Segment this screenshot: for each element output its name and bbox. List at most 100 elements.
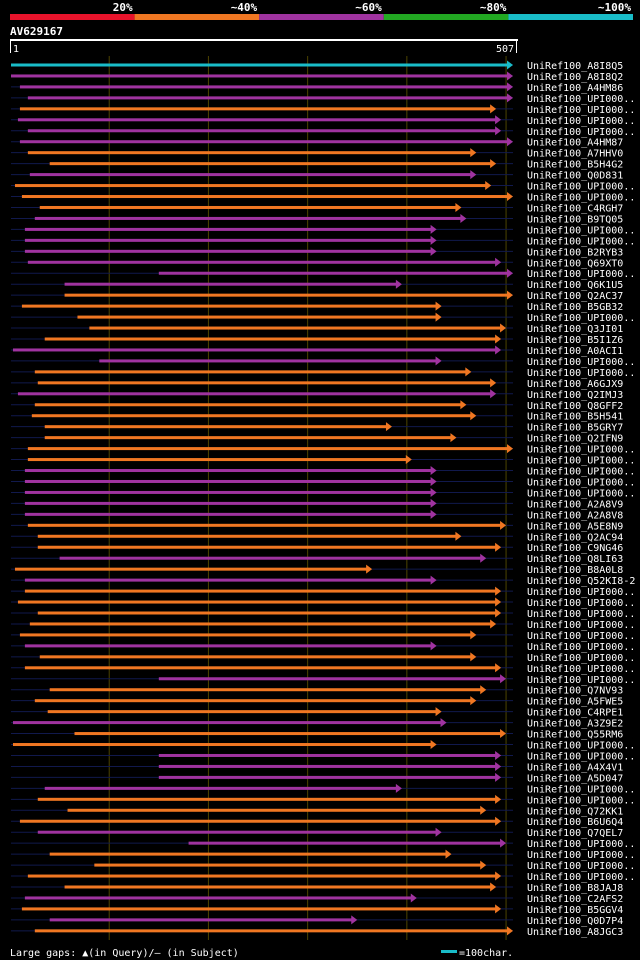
hit-label[interactable]: UniRef100_A2A8V8	[527, 510, 623, 521]
hit-label[interactable]: UniRef100_Q52KI8-2	[527, 576, 635, 587]
hit-row[interactable]: UniRef100_B5H4G2	[11, 159, 623, 171]
hit-label[interactable]: UniRef100_B5H541	[527, 412, 623, 423]
hit-row[interactable]: UniRef100_UPI000..	[11, 104, 635, 116]
hit-row[interactable]: UniRef100_Q3JI01	[11, 323, 623, 336]
hit-label[interactable]: UniRef100_Q0D831	[527, 171, 623, 182]
hit-label[interactable]: UniRef100_B2RYB3	[527, 247, 623, 258]
hit-row[interactable]: UniRef100_A4HM87	[11, 137, 623, 149]
hit-label[interactable]: UniRef100_A8I8Q2	[527, 72, 623, 83]
hit-row[interactable]: UniRef100_Q7NV93	[11, 685, 623, 697]
hit-label[interactable]: UniRef100_UPI000..	[527, 488, 635, 499]
hit-label[interactable]: UniRef100_Q7NV93	[527, 686, 623, 697]
hit-row[interactable]: UniRef100_A6GJX9	[11, 378, 623, 390]
hit-label[interactable]: UniRef100_A6GJX9	[527, 379, 623, 390]
hit-row[interactable]: UniRef100_Q2IFN9	[11, 433, 623, 445]
hit-label[interactable]: UniRef100_C9NG46	[527, 543, 623, 554]
hit-label[interactable]: UniRef100_Q8GFF2	[527, 401, 623, 412]
hit-label[interactable]: UniRef100_UPI000..	[527, 94, 635, 105]
hit-row[interactable]: UniRef100_Q2AC94	[11, 531, 623, 544]
hit-label[interactable]: UniRef100_B5GRY7	[527, 423, 623, 434]
hit-label[interactable]: UniRef100_B8JAJ8	[527, 883, 623, 894]
hit-row[interactable]: UniRef100_C2AFS2	[11, 893, 623, 905]
hit-row[interactable]: UniRef100_UPI000..	[11, 181, 635, 193]
hit-label[interactable]: UniRef100_UPI000..	[527, 675, 635, 686]
hit-row[interactable]: UniRef100_UPI000..	[11, 444, 635, 456]
hit-row[interactable]: UniRef100_A7HHV0	[11, 148, 623, 160]
hit-label[interactable]: UniRef100_UPI000..	[527, 445, 635, 456]
hit-row[interactable]: UniRef100_C9NG46	[11, 542, 623, 555]
hit-row[interactable]: UniRef100_B2RYB3	[11, 246, 623, 259]
hit-label[interactable]: UniRef100_Q55RM6	[527, 730, 623, 741]
hit-label[interactable]: UniRef100_Q72KK1	[527, 806, 623, 817]
hit-row[interactable]: UniRef100_UPI000..	[11, 597, 635, 610]
hit-row[interactable]: UniRef100_UPI000..	[11, 860, 635, 873]
hit-label[interactable]: UniRef100_Q6K1U5	[527, 280, 623, 291]
hit-row[interactable]: UniRef100_UPI000..	[11, 268, 635, 281]
hit-label[interactable]: UniRef100_UPI000..	[527, 236, 635, 247]
hit-row[interactable]: UniRef100_UPI000..	[11, 455, 635, 467]
hit-row[interactable]: UniRef100_UPI000..	[11, 663, 635, 675]
hit-row[interactable]: UniRef100_UPI000..	[11, 466, 635, 478]
hit-row[interactable]: UniRef100_A8I8Q2	[11, 71, 623, 83]
hit-row[interactable]: UniRef100_UPI000..	[11, 871, 635, 884]
hit-row[interactable]: UniRef100_B5GB32	[11, 301, 623, 314]
hit-label[interactable]: UniRef100_Q2AC37	[527, 291, 623, 302]
hit-label[interactable]: UniRef100_UPI000..	[527, 467, 635, 478]
hit-label[interactable]: UniRef100_UPI000..	[527, 795, 635, 806]
hit-row[interactable]: UniRef100_UPI000..	[11, 674, 635, 686]
hit-row[interactable]: UniRef100_UPI000..	[11, 192, 635, 204]
hit-label[interactable]: UniRef100_UPI000..	[527, 127, 635, 138]
hit-row[interactable]: UniRef100_A3Z9E2	[11, 718, 623, 730]
hit-label[interactable]: UniRef100_B5I1Z6	[527, 335, 623, 346]
hit-label[interactable]: UniRef100_A7HHV0	[527, 149, 623, 160]
hit-label[interactable]: UniRef100_A4X4V1	[527, 762, 623, 773]
hit-row[interactable]: UniRef100_Q72KK1	[11, 805, 623, 818]
hit-row[interactable]: UniRef100_B9TQ05	[11, 213, 623, 226]
hit-label[interactable]: UniRef100_UPI000..	[527, 477, 635, 488]
hit-row[interactable]: UniRef100_UPI000..	[11, 356, 635, 368]
hit-label[interactable]: UniRef100_UPI000..	[527, 357, 635, 368]
hit-row[interactable]: UniRef100_UPI000..	[11, 641, 635, 653]
hit-row[interactable]: UniRef100_C4RPE1	[11, 707, 623, 719]
hit-row[interactable]: UniRef100_Q7QEL7	[11, 827, 623, 840]
hit-row[interactable]: UniRef100_Q2IMJ3	[11, 389, 623, 401]
hit-row[interactable]: UniRef100_UPI000..	[11, 487, 635, 500]
hit-row[interactable]: UniRef100_Q69XT0	[11, 257, 623, 270]
hit-row[interactable]: UniRef100_UPI000..	[11, 783, 635, 796]
hit-label[interactable]: UniRef100_A5FWE5	[527, 697, 623, 708]
hit-label[interactable]: UniRef100_UPI000..	[527, 642, 635, 653]
hit-row[interactable]: UniRef100_UPI000..	[11, 312, 635, 325]
hit-row[interactable]: UniRef100_UPI000..	[11, 476, 635, 489]
hit-label[interactable]: UniRef100_UPI000..	[527, 664, 635, 675]
hit-label[interactable]: UniRef100_UPI000..	[527, 850, 635, 861]
hit-row[interactable]: UniRef100_A2A8V9	[11, 498, 623, 511]
hit-label[interactable]: UniRef100_UPI000..	[527, 456, 635, 467]
hit-label[interactable]: UniRef100_UPI000..	[527, 751, 635, 762]
hit-label[interactable]: UniRef100_UPI000..	[527, 225, 635, 236]
hit-label[interactable]: UniRef100_Q3JI01	[527, 324, 623, 335]
hit-label[interactable]: UniRef100_UPI000..	[527, 598, 635, 609]
hit-label[interactable]: UniRef100_UPI000..	[527, 182, 635, 193]
hit-row[interactable]: UniRef100_UPI000..	[11, 224, 635, 237]
hit-label[interactable]: UniRef100_B9TQ05	[527, 214, 623, 225]
hit-row[interactable]: UniRef100_A8I8Q5	[11, 60, 623, 73]
hit-label[interactable]: UniRef100_Q69XT0	[527, 258, 623, 269]
hit-label[interactable]: UniRef100_UPI000..	[527, 653, 635, 664]
hit-row[interactable]: UniRef100_A0ACI1	[11, 345, 623, 357]
hit-label[interactable]: UniRef100_UPI000..	[527, 587, 635, 598]
hit-row[interactable]: UniRef100_UPI000..	[11, 93, 635, 105]
hit-label[interactable]: UniRef100_UPI000..	[527, 741, 635, 752]
hit-label[interactable]: UniRef100_B8A0L8	[527, 565, 623, 576]
hit-label[interactable]: UniRef100_UPI000..	[527, 105, 635, 116]
hit-row[interactable]: UniRef100_A5FWE5	[11, 696, 623, 708]
hit-row[interactable]: UniRef100_Q6K1U5	[11, 279, 623, 292]
hit-label[interactable]: UniRef100_B5GGV4	[527, 905, 623, 916]
hit-label[interactable]: UniRef100_UPI000..	[527, 839, 635, 850]
hit-label[interactable]: UniRef100_Q0D7P4	[527, 916, 623, 927]
hit-label[interactable]: UniRef100_Q2AC94	[527, 532, 623, 543]
hit-row[interactable]: UniRef100_B5GGV4	[11, 904, 623, 916]
hit-label[interactable]: UniRef100_Q2IFN9	[527, 434, 623, 445]
hit-row[interactable]: UniRef100_B6U6Q4	[11, 816, 623, 829]
hit-row[interactable]: UniRef100_UPI000..	[11, 740, 635, 752]
hit-label[interactable]: UniRef100_Q2IMJ3	[527, 390, 623, 401]
